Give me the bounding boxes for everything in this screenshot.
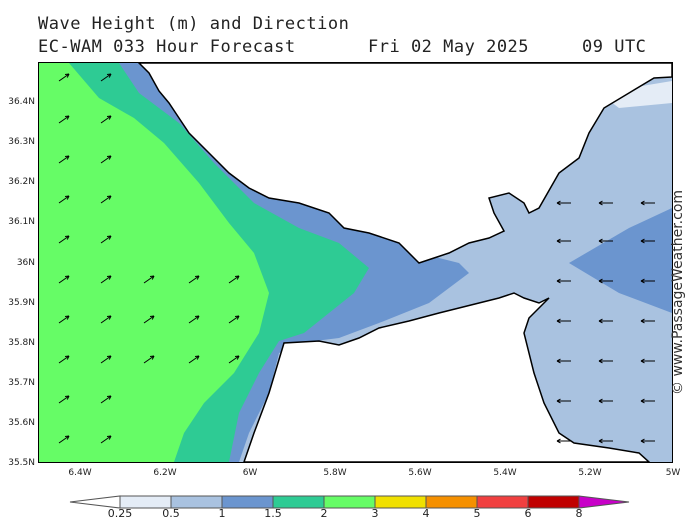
legend-label: 1	[218, 507, 226, 520]
direction-arrow	[58, 195, 70, 204]
direction-arrow	[228, 275, 240, 284]
direction-arrow	[58, 73, 70, 82]
legend-colorbar	[69, 495, 630, 509]
legend-swatch	[476, 495, 529, 509]
wave-map	[38, 62, 673, 463]
direction-arrow	[640, 278, 655, 284]
direction-arrow	[556, 238, 571, 244]
direction-arrow	[100, 435, 112, 444]
sea-2-3m-region	[39, 63, 269, 462]
direction-arrow	[58, 435, 70, 444]
direction-arrow	[640, 398, 655, 404]
direction-arrow	[598, 438, 613, 444]
direction-arrow	[58, 395, 70, 404]
direction-arrow	[58, 355, 70, 364]
lon-label: 5W	[665, 468, 681, 478]
direction-arrow	[100, 275, 112, 284]
lon-label: 6W	[242, 468, 258, 478]
direction-arrow	[143, 315, 155, 324]
lat-label: 35.7N	[8, 378, 35, 388]
legend-label: 3	[371, 507, 379, 520]
direction-arrow	[100, 73, 112, 82]
direction-arrow	[143, 355, 155, 364]
direction-arrow	[100, 315, 112, 324]
direction-arrow	[598, 200, 613, 206]
direction-arrow	[100, 155, 112, 164]
direction-arrow	[640, 438, 655, 444]
direction-arrow	[556, 318, 571, 324]
lat-label: 36.2N	[8, 177, 35, 187]
direction-arrow	[228, 355, 240, 364]
direction-arrow	[556, 278, 571, 284]
lon-label: 5.4W	[493, 468, 517, 478]
legend-label: 2	[320, 507, 328, 520]
direction-arrow	[598, 278, 613, 284]
legend-label: 0.25	[107, 507, 133, 520]
legend-label: 5	[473, 507, 481, 520]
direction-arrow	[556, 438, 571, 444]
legend-label: 6	[524, 507, 532, 520]
direction-arrow	[58, 275, 70, 284]
land-morocco	[243, 292, 651, 462]
direction-arrow	[58, 235, 70, 244]
lat-label: 35.5N	[8, 458, 35, 468]
direction-arrow	[143, 275, 155, 284]
legend-swatch	[323, 495, 376, 509]
legend-label: 4	[422, 507, 430, 520]
direction-arrow	[100, 195, 112, 204]
lon-label: 6.2W	[153, 468, 177, 478]
direction-arrow	[556, 358, 571, 364]
direction-arrow	[228, 315, 240, 324]
direction-arrow	[188, 355, 200, 364]
legend-label: 1.5	[264, 507, 282, 520]
lat-label: 36.3N	[8, 137, 35, 147]
lon-label: 5.2W	[578, 468, 602, 478]
direction-arrow	[598, 398, 613, 404]
direction-arrow	[556, 398, 571, 404]
lat-label: 35.8N	[8, 338, 35, 348]
direction-arrow	[640, 318, 655, 324]
lat-label: 35.9N	[8, 298, 35, 308]
sea-1-1.5m-east-region	[569, 208, 672, 313]
lon-label: 5.8W	[323, 468, 347, 478]
direction-arrow	[58, 155, 70, 164]
watermark: © www.PassageWeather.com	[670, 189, 686, 395]
direction-arrows	[58, 73, 655, 444]
lat-label: 36.4N	[8, 97, 35, 107]
direction-arrow	[640, 200, 655, 206]
lat-label: 36N	[16, 258, 35, 268]
direction-arrow	[58, 115, 70, 124]
lat-label: 36.1N	[8, 217, 35, 227]
direction-arrow	[100, 355, 112, 364]
wave-map-svg	[39, 63, 672, 462]
legend-swatch	[527, 495, 580, 509]
direction-arrow	[188, 315, 200, 324]
direction-arrow	[100, 115, 112, 124]
lon-label: 6.4W	[68, 468, 92, 478]
direction-arrow	[598, 318, 613, 324]
legend-swatch	[374, 495, 427, 509]
direction-arrow	[100, 235, 112, 244]
forecast-time: 09 UTC	[582, 37, 647, 57]
model-label: EC-WAM 033 Hour Forecast	[38, 37, 296, 57]
legend-label: 8	[575, 507, 583, 520]
land-spain	[137, 63, 672, 264]
lat-label: 35.6N	[8, 418, 35, 428]
direction-arrow	[58, 315, 70, 324]
legend-label: 0.5	[162, 507, 180, 520]
legend-swatch	[425, 495, 478, 509]
direction-arrow	[598, 358, 613, 364]
direction-arrow	[188, 275, 200, 284]
direction-arrow	[100, 395, 112, 404]
chart-title: Wave Height (m) and Direction	[38, 14, 350, 34]
legend-swatch	[578, 495, 630, 509]
direction-arrow	[640, 358, 655, 364]
sea-lt-0.25m-region	[599, 81, 672, 108]
forecast-date: Fri 02 May 2025	[368, 37, 530, 57]
lon-label: 5.6W	[408, 468, 432, 478]
direction-arrow	[640, 238, 655, 244]
direction-arrow	[598, 238, 613, 244]
direction-arrow	[556, 200, 571, 206]
